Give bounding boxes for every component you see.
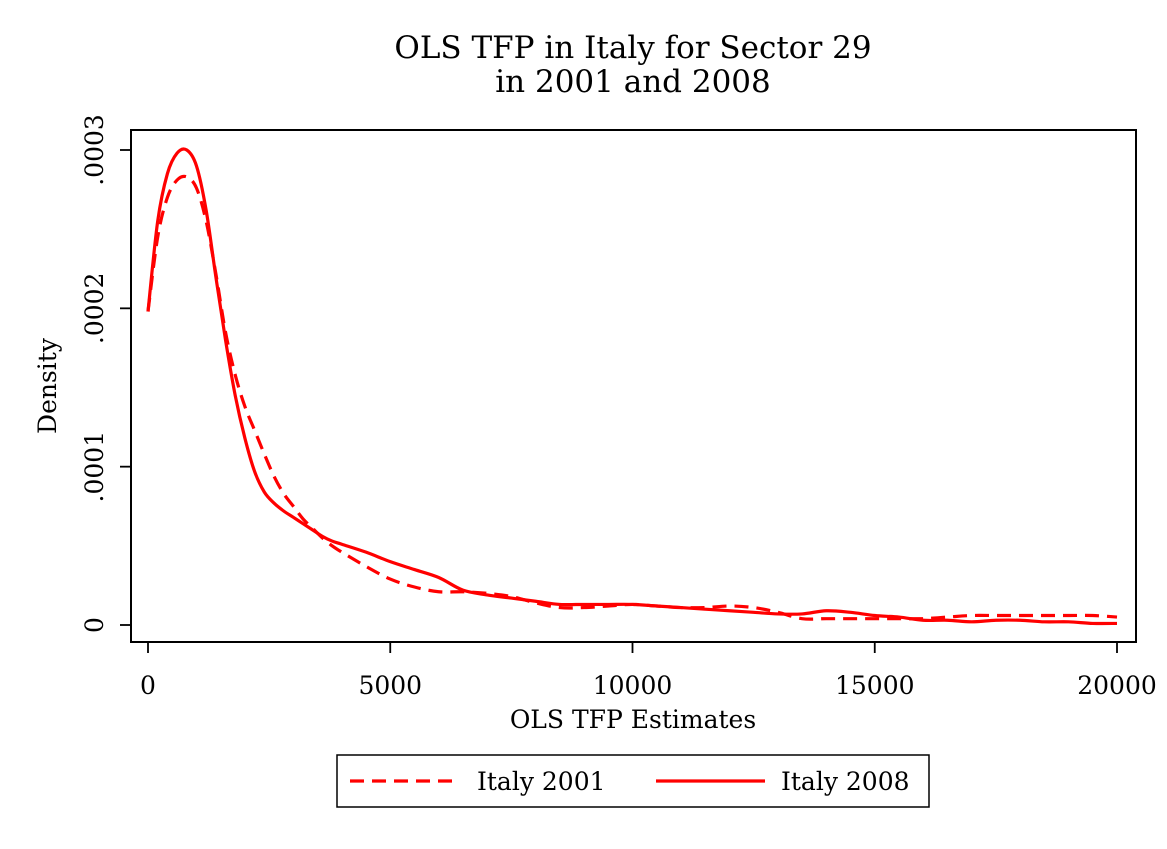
x-axis: 0 5000 10000 15000 20000 [140,642,1157,700]
legend: Italy 2001 Italy 2008 [336,754,930,808]
y-tick-label: .0003 [80,114,109,186]
x-tick-label: 0 [140,671,156,700]
plot-area-frame [130,129,1137,643]
chart-subtitle: in 2001 and 2008 [495,64,771,100]
y-tick-label: .0001 [80,431,109,503]
y-tick-label: .0002 [80,273,109,345]
x-tick-label: 20000 [1077,671,1157,700]
x-tick-label: 15000 [835,671,915,700]
y-axis-title: Density [33,337,62,434]
chart-title: OLS TFP in Italy for Sector 29 [394,30,871,66]
series-line-italy-2001 [146,174,1118,621]
x-tick-label: 10000 [593,671,673,700]
series-group [146,147,1118,626]
legend-label-italy-2008: Italy 2008 [781,767,910,796]
legend-frame [336,754,930,808]
y-tick-label: 0 [80,617,109,633]
x-tick-label: 5000 [358,671,422,700]
y-axis: 0 .0001 .0002 .0003 [80,114,131,633]
legend-label-italy-2001: Italy 2001 [477,767,606,796]
x-axis-title: OLS TFP Estimates [510,705,756,734]
series-line-italy-2008 [146,147,1118,626]
